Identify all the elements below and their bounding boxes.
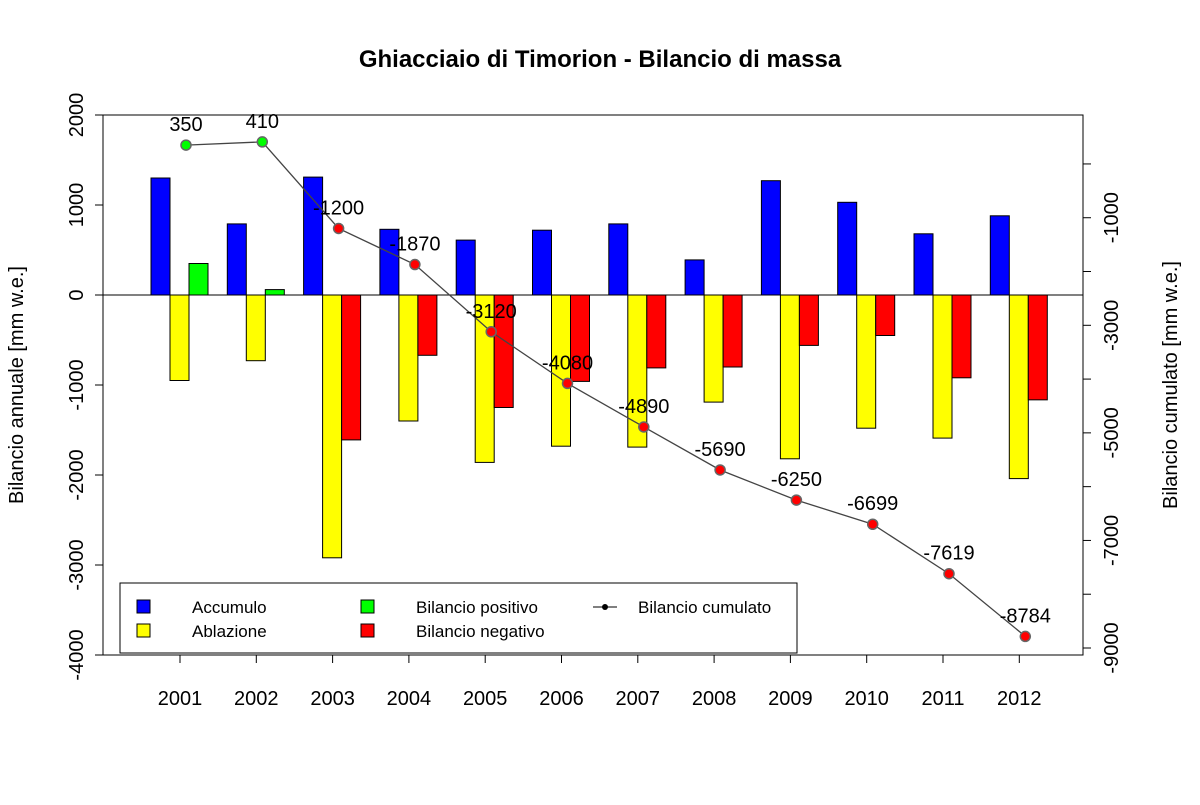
bar-ablazione: [627, 294, 648, 448]
bar-accumulo: [150, 177, 171, 296]
cumulative-point: [638, 421, 650, 433]
cumulative-label: -8784: [1000, 605, 1051, 627]
legend-swatch: [360, 599, 375, 614]
bar-bilancio-negativo: [798, 294, 819, 346]
y2-tick-label: -5000: [1101, 407, 1123, 458]
bar-ablazione: [856, 294, 877, 429]
bar-ablazione: [703, 294, 724, 403]
y-tick-label: -1000: [66, 359, 88, 410]
bar-accumulo: [608, 223, 629, 296]
bar-ablazione: [245, 294, 266, 362]
cumulative-point: [561, 377, 574, 390]
legend-label: Accumulo: [192, 598, 267, 617]
bar-accumulo: [913, 233, 934, 296]
legend-point: [602, 604, 608, 610]
y-tick-label: -3000: [66, 539, 88, 590]
y2-tick-label: -7000: [1101, 515, 1123, 566]
y2-tick-label: -9000: [1101, 622, 1123, 673]
bar-bilancio-negativo: [341, 294, 362, 441]
y2-axis-label: Bilancio cumulato [mm w.e.]: [1160, 261, 1182, 509]
x-tick-label: 2009: [768, 688, 813, 710]
bar-bilancio-negativo: [875, 294, 896, 336]
x-tick-label: 2001: [158, 688, 203, 710]
cumulative-label: -4890: [618, 396, 669, 418]
legend-label: Ablazione: [192, 622, 267, 641]
cumulative-label: 350: [169, 114, 202, 136]
x-tick-label: 2006: [539, 688, 584, 710]
y-tick-label: 0: [66, 289, 88, 300]
cumulative-point: [332, 222, 345, 235]
bar-bilancio-negativo: [493, 294, 514, 408]
y-tick-label: -2000: [66, 449, 88, 500]
bar-accumulo: [989, 215, 1010, 296]
bar-accumulo: [379, 228, 400, 296]
cumulative-label: -1870: [389, 234, 440, 256]
x-tick-label: 2008: [692, 688, 737, 710]
x-tick-label: 2005: [463, 688, 508, 710]
bar-accumulo: [455, 239, 476, 296]
x-tick-label: 2007: [616, 688, 661, 710]
y-tick-label: -4000: [66, 629, 88, 680]
bar-bilancio-negativo: [951, 294, 972, 379]
bar-accumulo: [760, 180, 781, 296]
cumulative-point: [180, 139, 192, 151]
x-tick-label: 2002: [234, 688, 279, 710]
cumulative-point: [866, 518, 879, 530]
bar-ablazione: [398, 294, 419, 422]
bar-ablazione: [932, 294, 953, 439]
bar-bilancio-negativo: [570, 294, 590, 382]
cumulative-label: -6699: [847, 493, 898, 515]
legend-label: Bilancio negativo: [416, 622, 545, 641]
bar-ablazione: [779, 294, 800, 460]
cumulative-label: -6250: [771, 469, 822, 491]
bar-ablazione: [1008, 294, 1029, 480]
y2-tick-label: -3000: [1101, 300, 1123, 351]
bar-bilancio-negativo: [417, 294, 438, 356]
bar-accumulo: [303, 176, 324, 296]
x-tick-label: 2011: [921, 688, 964, 710]
cumulative-point: [409, 258, 421, 271]
bar-bilancio-negativo: [646, 294, 667, 369]
cumulative-point: [790, 494, 803, 506]
cumulative-point: [485, 326, 497, 338]
bar-accumulo: [684, 259, 705, 296]
legend-label: Bilancio positivo: [416, 598, 538, 617]
bar-accumulo: [226, 223, 247, 296]
bar-bilancio-negativo: [1027, 294, 1048, 401]
bar-accumulo: [837, 201, 858, 296]
x-tick-label: 2003: [310, 688, 355, 710]
cumulative-point: [714, 464, 726, 476]
x-tick-label: 2004: [387, 688, 432, 710]
x-tick-label: 2010: [844, 688, 889, 710]
cumulative-line: [185, 141, 1026, 637]
cumulative-label: 410: [246, 111, 279, 133]
bar-ablazione: [322, 294, 343, 559]
cumulative-label: -1200: [313, 197, 364, 219]
chart-title: Ghiacciaio di Timorion - Bilancio di mas…: [359, 46, 842, 73]
legend-swatch: [136, 623, 151, 638]
cumulative-point: [256, 136, 269, 148]
y-axis-label: Bilancio annuale [mm w.e.]: [6, 266, 28, 504]
bar-bilancio-positivo: [188, 263, 209, 296]
cumulative-label: -7619: [923, 543, 974, 565]
bar-ablazione: [169, 294, 190, 381]
cumulative-label: -3120: [466, 301, 517, 323]
bar-bilancio-positivo: [264, 289, 285, 296]
legend-box: [119, 582, 798, 654]
y-tick-label: 1000: [66, 183, 88, 228]
cumulative-label: -4080: [542, 352, 593, 374]
cumulative-point: [943, 567, 955, 580]
bar-accumulo: [532, 229, 552, 296]
y2-tick-label: -1000: [1101, 192, 1123, 243]
bar-bilancio-negativo: [722, 294, 743, 368]
legend-swatch: [136, 599, 151, 614]
legend-swatch: [360, 623, 375, 638]
cumulative-label: -5690: [695, 439, 746, 461]
x-tick-label: 2012: [997, 688, 1042, 710]
y-tick-label: 2000: [66, 93, 88, 138]
cumulative-point: [1019, 630, 1032, 643]
legend-label: Bilancio cumulato: [638, 598, 771, 617]
